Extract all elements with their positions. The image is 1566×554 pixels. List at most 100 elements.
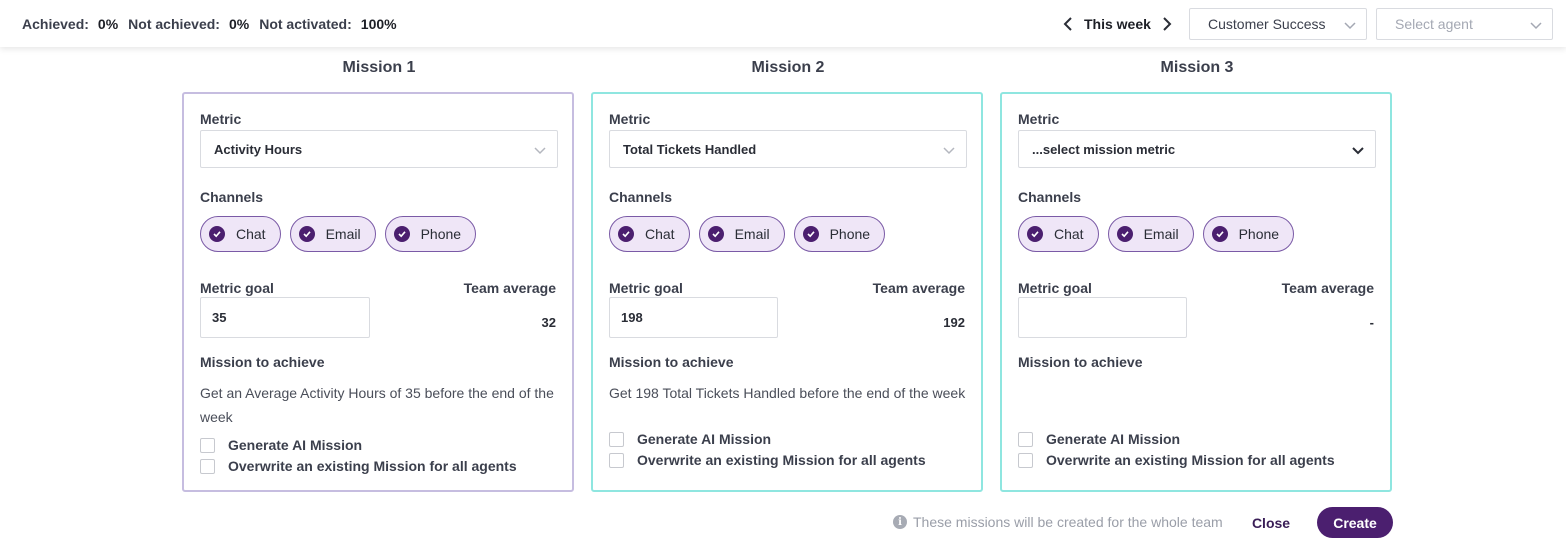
channel-label: Chat bbox=[1054, 226, 1084, 242]
generate-ai-mission-option: Generate AI Mission bbox=[200, 437, 362, 453]
team-average-label: Team average bbox=[463, 280, 556, 296]
mission-1-title: Mission 1 bbox=[342, 59, 416, 76]
mission-stats: Achieved: 0% Not achieved: 0% Not activa… bbox=[22, 16, 407, 32]
agent-select[interactable]: Select agent bbox=[1376, 8, 1553, 40]
channel-label: Email bbox=[1143, 226, 1179, 242]
chevron-down-icon bbox=[942, 143, 956, 160]
generate-ai-mission-checkbox[interactable] bbox=[200, 437, 215, 453]
check-circle-icon bbox=[298, 226, 315, 242]
generate-ai-mission-label: Generate AI Mission bbox=[637, 431, 772, 447]
mission-to-achieve-label: Mission to achieve bbox=[609, 354, 734, 370]
chevron-down-icon bbox=[1344, 18, 1356, 34]
channels-label: Channels bbox=[1018, 189, 1082, 205]
check-circle-icon bbox=[802, 226, 819, 242]
channel-label: Phone bbox=[1238, 226, 1280, 242]
team-select[interactable]: Customer Success bbox=[1189, 8, 1367, 40]
overwrite-mission-checkbox[interactable] bbox=[200, 458, 215, 474]
metric-goal-input[interactable] bbox=[1018, 297, 1187, 338]
metric-select-value: ...select mission metric bbox=[1032, 141, 1176, 157]
generate-ai-mission-option: Generate AI Mission bbox=[1018, 431, 1180, 447]
achieved-label: Achieved: bbox=[22, 16, 89, 32]
footer-note-text: These missions will be created for the w… bbox=[913, 514, 1223, 530]
week-label: This week bbox=[1084, 16, 1151, 32]
channel-label: Phone bbox=[829, 226, 871, 242]
generate-ai-mission-option: Generate AI Mission bbox=[609, 431, 771, 447]
overwrite-mission-option: Overwrite an existing Mission for all ag… bbox=[1018, 452, 1335, 468]
channel-label: Phone bbox=[420, 226, 462, 242]
metric-label: Metric bbox=[1018, 111, 1060, 127]
previous-week-icon[interactable] bbox=[1060, 12, 1076, 36]
metric-select[interactable]: Activity Hours bbox=[200, 130, 558, 168]
overwrite-mission-checkbox[interactable] bbox=[1018, 452, 1033, 468]
check-circle-icon bbox=[707, 226, 724, 242]
channels-group: Chat Email Phone bbox=[1018, 216, 1295, 252]
check-circle-icon bbox=[1027, 226, 1043, 242]
team-average-label: Team average bbox=[1281, 280, 1374, 296]
metric-goal-label: Metric goal bbox=[200, 280, 274, 296]
not-activated-value: 100% bbox=[360, 16, 397, 32]
channel-chip-chat[interactable]: Chat bbox=[200, 216, 281, 252]
overwrite-mission-label: Overwrite an existing Mission for all ag… bbox=[1046, 452, 1335, 468]
mission-text: Get an Average Activity Hours of 35 befo… bbox=[200, 385, 554, 425]
team-average-value: 192 bbox=[943, 315, 965, 330]
team-average-value: - bbox=[1369, 315, 1374, 330]
next-week-icon[interactable] bbox=[1159, 12, 1175, 36]
generate-ai-mission-checkbox[interactable] bbox=[1018, 431, 1033, 447]
generate-ai-mission-checkbox[interactable] bbox=[609, 431, 624, 447]
team-average-label: Team average bbox=[872, 280, 965, 296]
create-button[interactable]: Create bbox=[1317, 507, 1393, 538]
check-circle-icon bbox=[393, 226, 410, 242]
channel-chip-chat[interactable]: Chat bbox=[1018, 216, 1099, 252]
mission-to-achieve-label: Mission to achieve bbox=[1018, 354, 1143, 370]
mission-3-card: Metric ...select mission metric Channels… bbox=[1000, 92, 1392, 492]
mission-text: Get 198 Total Tickets Handled before the… bbox=[609, 385, 966, 401]
metric-goal-input[interactable]: 35 bbox=[200, 297, 370, 338]
top-bar: Achieved: 0% Not achieved: 0% Not activa… bbox=[0, 0, 1566, 47]
mission-to-achieve-label: Mission to achieve bbox=[200, 354, 325, 370]
overwrite-mission-checkbox[interactable] bbox=[609, 452, 624, 468]
channel-label: Email bbox=[734, 226, 770, 242]
mission-3-title: Mission 3 bbox=[1160, 59, 1234, 76]
metric-select[interactable]: Total Tickets Handled bbox=[609, 130, 967, 168]
footer-note: i These missions will be created for the… bbox=[893, 514, 1223, 530]
close-button[interactable]: Close bbox=[1240, 508, 1302, 538]
overwrite-mission-option: Overwrite an existing Mission for all ag… bbox=[609, 452, 926, 468]
channel-chip-email[interactable]: Email bbox=[289, 216, 376, 252]
channels-label: Channels bbox=[609, 189, 673, 205]
channels-group: Chat Email Phone bbox=[609, 216, 886, 252]
mission-1-card: Metric Activity Hours Channels Chat Emai… bbox=[182, 92, 574, 492]
not-achieved-value: 0% bbox=[228, 16, 250, 32]
achieved-value: 0% bbox=[97, 16, 119, 32]
overwrite-mission-label: Overwrite an existing Mission for all ag… bbox=[228, 458, 517, 474]
mission-2-card: Metric Total Tickets Handled Channels Ch… bbox=[591, 92, 983, 492]
chevron-down-icon bbox=[533, 143, 547, 160]
check-circle-icon bbox=[1116, 226, 1133, 242]
metric-goal-input[interactable]: 198 bbox=[609, 297, 778, 338]
metric-select-value: Total Tickets Handled bbox=[623, 141, 757, 157]
metric-goal-label: Metric goal bbox=[609, 280, 683, 296]
channels-group: Chat Email Phone bbox=[200, 216, 477, 252]
channel-chip-email[interactable]: Email bbox=[698, 216, 785, 252]
channel-chip-phone[interactable]: Phone bbox=[1202, 216, 1295, 252]
agent-select-placeholder: Select agent bbox=[1395, 16, 1473, 32]
check-circle-icon bbox=[1211, 226, 1228, 242]
channel-chip-phone[interactable]: Phone bbox=[384, 216, 477, 252]
info-icon: i bbox=[893, 515, 907, 529]
check-circle-icon bbox=[618, 226, 634, 242]
metric-label: Metric bbox=[200, 111, 242, 127]
channel-chip-chat[interactable]: Chat bbox=[609, 216, 690, 252]
channel-chip-phone[interactable]: Phone bbox=[793, 216, 886, 252]
chevron-down-icon bbox=[1351, 143, 1365, 160]
channel-label: Chat bbox=[645, 226, 675, 242]
chevron-down-icon bbox=[1530, 18, 1542, 34]
metric-select[interactable]: ...select mission metric bbox=[1018, 130, 1376, 168]
channel-label: Chat bbox=[236, 226, 266, 242]
channel-chip-email[interactable]: Email bbox=[1107, 216, 1194, 252]
channels-label: Channels bbox=[200, 189, 264, 205]
not-activated-label: Not activated: bbox=[259, 16, 352, 32]
metric-goal-label: Metric goal bbox=[1018, 280, 1092, 296]
generate-ai-mission-label: Generate AI Mission bbox=[228, 437, 363, 453]
metric-label: Metric bbox=[609, 111, 651, 127]
week-navigator: This week bbox=[1060, 12, 1175, 36]
metric-select-value: Activity Hours bbox=[214, 141, 303, 157]
